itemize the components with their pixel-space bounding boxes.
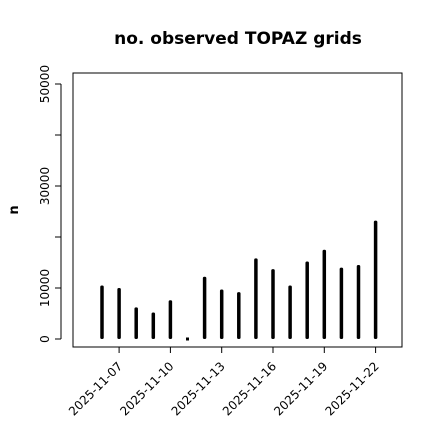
bar bbox=[186, 337, 189, 341]
bar bbox=[322, 249, 327, 339]
bar bbox=[356, 265, 361, 339]
x-tick-label: 2025-11-10 bbox=[117, 359, 176, 418]
y-axis-label: n bbox=[7, 205, 22, 214]
bar bbox=[202, 276, 207, 339]
bar bbox=[151, 312, 156, 339]
bar bbox=[373, 220, 378, 339]
bar bbox=[305, 261, 309, 339]
bar bbox=[168, 300, 173, 339]
bar bbox=[339, 267, 344, 339]
chart-title: no. observed TOPAZ grids bbox=[114, 29, 362, 49]
x-tick-label: 2025-11-13 bbox=[169, 359, 228, 418]
y-axis: 0 10000 30000 50000 bbox=[38, 65, 62, 343]
x-tick-label: 2025-11-16 bbox=[220, 359, 279, 418]
bar bbox=[219, 289, 224, 339]
bar bbox=[288, 285, 292, 339]
y-tick-label: 30000 bbox=[38, 167, 52, 205]
bar bbox=[117, 288, 121, 339]
x-tick-label: 2025-11-22 bbox=[323, 359, 382, 418]
x-tick-label: 2025-11-07 bbox=[66, 359, 125, 418]
bar bbox=[254, 258, 258, 339]
bar bbox=[271, 269, 275, 339]
x-tick-label: 2025-11-19 bbox=[271, 359, 330, 418]
y-tick-label: 10000 bbox=[38, 269, 52, 307]
bar bbox=[100, 285, 104, 339]
bars-group bbox=[100, 220, 378, 341]
y-tick-label: 0 bbox=[38, 335, 52, 343]
x-axis: 2025-11-072025-11-102025-11-132025-11-16… bbox=[66, 346, 382, 418]
bar bbox=[237, 292, 241, 339]
bar bbox=[134, 307, 138, 339]
y-tick-label: 50000 bbox=[38, 65, 52, 103]
